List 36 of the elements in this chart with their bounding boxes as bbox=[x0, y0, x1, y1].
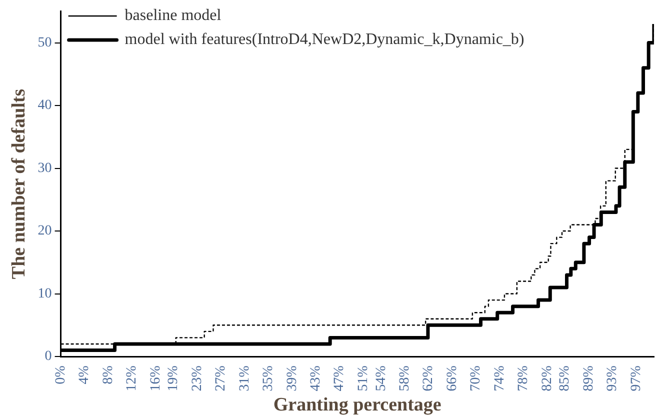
y-tick-label: 0 bbox=[44, 349, 52, 364]
x-tick-label: 0% bbox=[53, 365, 68, 384]
x-tick-label: 43% bbox=[308, 365, 324, 392]
x-tick-label: 97% bbox=[628, 365, 644, 392]
x-tick-label: 70% bbox=[468, 365, 484, 392]
x-tick-label: 27% bbox=[214, 365, 229, 392]
x-tick-label: 47% bbox=[332, 365, 348, 392]
x-tick-label: 54% bbox=[374, 365, 389, 392]
legend-label: model with features(IntroD4,NewD2,Dynamic_k,Dynamic_b) bbox=[124, 31, 524, 48]
x-tick-label: 16% bbox=[148, 365, 164, 392]
x-tick-label: 39% bbox=[284, 365, 300, 392]
y-tick-label: 10 bbox=[38, 286, 52, 302]
x-tick-label: 82% bbox=[540, 365, 555, 392]
x-tick-label: 12% bbox=[124, 365, 140, 392]
x-tick-label: 89% bbox=[581, 365, 596, 392]
x-tick-label: 35% bbox=[261, 365, 276, 392]
x-tick-label: 85% bbox=[558, 365, 573, 392]
x-tick-label: 51% bbox=[356, 365, 371, 392]
x-axis-title: Granting percentage bbox=[273, 394, 442, 416]
x-tick-label: 23% bbox=[190, 365, 205, 392]
x-tick-label: 74% bbox=[492, 365, 508, 392]
y-tick-label: 50 bbox=[38, 35, 52, 50]
x-tick-label: 31% bbox=[237, 365, 252, 392]
x-tick-label: 19% bbox=[166, 365, 182, 392]
x-tick-label: 62% bbox=[421, 365, 436, 392]
x-tick-label: 66% bbox=[444, 365, 460, 392]
x-tick-label: 8% bbox=[100, 365, 116, 384]
x-tick-label: 78% bbox=[516, 365, 532, 392]
x-tick-label: 58% bbox=[397, 365, 412, 392]
y-tick-label: 30 bbox=[38, 160, 52, 176]
y-axis-title: The number of defaults bbox=[8, 88, 30, 280]
legend-label: baseline model bbox=[124, 7, 222, 24]
y-tick-label: 20 bbox=[38, 224, 52, 239]
y-tick-label: 40 bbox=[38, 98, 52, 114]
x-tick-label: 4% bbox=[77, 365, 92, 384]
x-tick-label: 93% bbox=[605, 365, 620, 392]
